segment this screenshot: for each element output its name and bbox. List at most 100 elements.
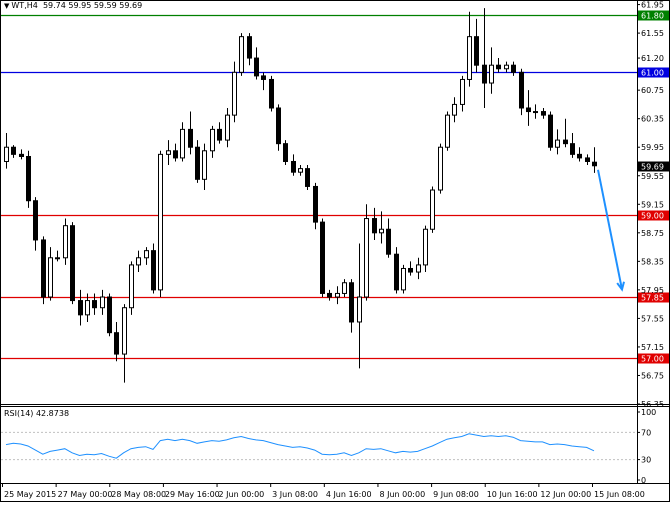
candle[interactable] <box>70 222 75 305</box>
candle[interactable] <box>342 279 347 298</box>
candle[interactable] <box>232 61 237 123</box>
candle[interactable] <box>327 289 332 301</box>
candle[interactable] <box>225 107 230 148</box>
candle-body-bear <box>269 78 274 109</box>
candle[interactable] <box>555 129 560 155</box>
candle[interactable] <box>563 118 568 148</box>
candle-body-bear <box>26 155 31 202</box>
candle[interactable] <box>78 289 83 326</box>
candle[interactable] <box>188 111 193 155</box>
candle[interactable] <box>489 47 494 94</box>
candle[interactable] <box>166 140 171 166</box>
candle[interactable] <box>247 33 252 66</box>
candle[interactable] <box>452 97 457 123</box>
candle[interactable] <box>239 33 244 76</box>
candle[interactable] <box>541 107 546 119</box>
candle[interactable] <box>217 122 222 144</box>
candle[interactable] <box>276 104 281 151</box>
candle[interactable] <box>261 72 266 91</box>
candle[interactable] <box>291 154 296 176</box>
candle[interactable] <box>401 264 406 294</box>
candle[interactable] <box>313 182 318 230</box>
candle[interactable] <box>254 47 259 80</box>
candle[interactable] <box>202 143 207 191</box>
candle[interactable] <box>269 75 274 112</box>
candle[interactable] <box>195 140 200 183</box>
candle[interactable] <box>320 218 325 298</box>
candle[interactable] <box>408 261 413 276</box>
candle[interactable] <box>474 18 479 73</box>
candle[interactable] <box>526 90 531 126</box>
candle[interactable] <box>349 279 354 333</box>
candle-body-bear <box>261 75 266 80</box>
time-tick-label: 10 Jun 16:00 <box>487 490 538 499</box>
current-price-label: 59.69 <box>641 163 664 172</box>
candle[interactable] <box>305 165 310 191</box>
candle[interactable] <box>122 304 127 383</box>
candle[interactable] <box>430 186 435 233</box>
candle[interactable] <box>445 111 450 151</box>
time-tick-label: 12 Jun 00:00 <box>540 490 591 499</box>
candle[interactable] <box>416 257 421 280</box>
candle[interactable] <box>173 143 178 162</box>
candle-body-bull <box>533 111 538 114</box>
candle[interactable] <box>19 149 24 160</box>
candle[interactable] <box>151 243 156 294</box>
candle[interactable] <box>577 147 582 162</box>
candle[interactable] <box>335 286 340 305</box>
candle[interactable] <box>364 204 369 301</box>
candle[interactable] <box>460 75 465 112</box>
candle-body-bear <box>41 239 46 298</box>
candle[interactable] <box>592 147 597 173</box>
candle[interactable] <box>423 225 428 273</box>
candle[interactable] <box>283 140 288 166</box>
candle[interactable] <box>55 250 60 262</box>
candle[interactable] <box>570 132 575 158</box>
candle[interactable] <box>438 143 443 194</box>
candle[interactable] <box>63 218 68 265</box>
candle[interactable] <box>533 104 538 119</box>
candle[interactable] <box>386 218 391 258</box>
candle[interactable] <box>467 11 472 87</box>
candle[interactable] <box>11 145 16 158</box>
candle[interactable] <box>85 293 90 322</box>
candle[interactable] <box>92 293 97 315</box>
candle[interactable] <box>210 125 215 158</box>
candle-body-bear <box>92 300 97 309</box>
candle[interactable] <box>4 132 9 169</box>
candle[interactable] <box>100 289 105 315</box>
time-tick-label: 3 Jun 08:00 <box>272 490 318 499</box>
candle[interactable] <box>129 261 134 315</box>
candle-body-bear <box>217 128 222 141</box>
candle[interactable] <box>114 321 119 362</box>
candle[interactable] <box>48 247 53 301</box>
candle[interactable] <box>496 58 501 73</box>
candle[interactable] <box>519 68 524 116</box>
candle[interactable] <box>585 154 590 166</box>
candle[interactable] <box>33 197 38 251</box>
level-tag-label: 59.00 <box>641 212 664 221</box>
candle[interactable] <box>41 236 46 305</box>
candle[interactable] <box>548 111 553 151</box>
candle[interactable] <box>357 243 362 369</box>
level-tag-61-80 <box>638 10 669 21</box>
candle[interactable] <box>372 207 377 240</box>
candle[interactable] <box>180 122 185 162</box>
candle[interactable] <box>504 61 509 73</box>
candle[interactable] <box>144 247 149 265</box>
candle[interactable] <box>298 165 303 176</box>
candle[interactable] <box>107 293 112 337</box>
candle-body-bear <box>195 146 200 180</box>
candle[interactable] <box>136 250 141 273</box>
candle[interactable] <box>379 211 384 244</box>
candle-body-bull <box>342 282 347 294</box>
time-tick-label: 15 Jun 08:00 <box>594 490 645 499</box>
candle-body-bull <box>232 71 237 116</box>
candle[interactable] <box>26 150 31 208</box>
candle[interactable] <box>158 150 163 298</box>
candle[interactable] <box>482 8 487 108</box>
candle[interactable] <box>394 247 399 294</box>
candle[interactable] <box>511 61 516 76</box>
